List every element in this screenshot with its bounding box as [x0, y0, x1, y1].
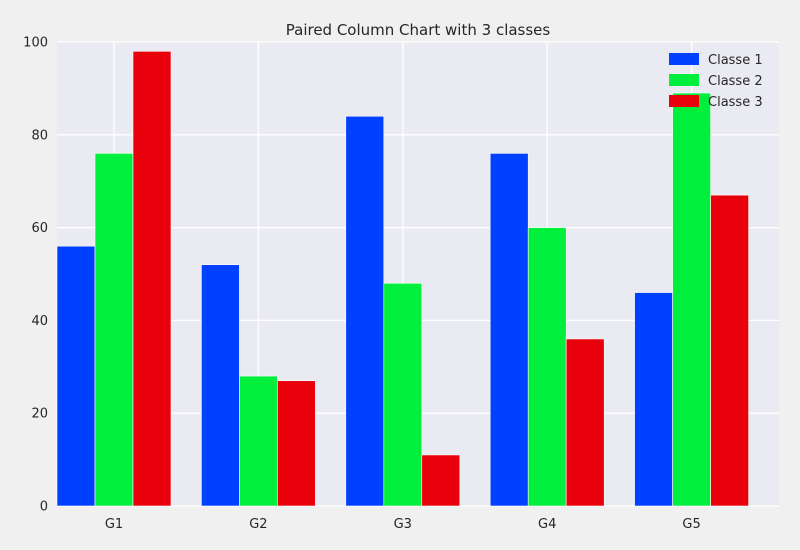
- y-tick-label: 20: [31, 407, 48, 422]
- legend-label: Classe 2: [708, 74, 763, 89]
- y-tick-label: 80: [31, 128, 48, 143]
- legend-swatch: [669, 74, 699, 86]
- legend: Classe 1 Classe 2 Classe 3: [669, 53, 763, 110]
- bar-classe-1-g1: [56, 245, 96, 507]
- x-tick-label: G4: [538, 517, 556, 532]
- bar-classe-2-g4: [527, 227, 567, 507]
- y-tick-label: 100: [23, 36, 48, 51]
- bars: [56, 50, 749, 507]
- bar-classe-1-g5: [634, 292, 673, 507]
- bar-classe-1-g3: [345, 115, 385, 507]
- legend-swatch: [669, 53, 699, 65]
- bar-classe-3-g2: [277, 380, 316, 507]
- x-tick-label: G3: [394, 517, 412, 532]
- bar-classe-2-g5: [672, 92, 711, 507]
- bar-classe-2-g1: [94, 153, 134, 507]
- bar-classe-1-g4: [489, 153, 529, 507]
- bar-classe-2-g3: [383, 282, 423, 507]
- legend-swatch: [669, 95, 699, 107]
- bar-classe-1-g2: [201, 264, 240, 507]
- legend-label: Classe 3: [708, 95, 763, 110]
- y-tick-label: 40: [31, 314, 48, 329]
- x-tick-label: G1: [105, 517, 123, 532]
- chart-title: Paired Column Chart with 3 classes: [286, 21, 551, 39]
- x-tick-label: G5: [682, 517, 700, 532]
- y-tick-label: 0: [40, 500, 48, 515]
- bar-classe-3-g4: [565, 338, 605, 507]
- bar-classe-3-g1: [132, 50, 172, 507]
- bar-classe-3-g3: [421, 454, 461, 507]
- legend-label: Classe 1: [708, 53, 763, 68]
- axes: 0 20 40 60 80 100 G1 G2 G3 G4 G5: [23, 36, 701, 533]
- y-tick-label: 60: [31, 221, 48, 236]
- bar-classe-3-g5: [710, 194, 749, 507]
- x-tick-label: G2: [249, 517, 267, 532]
- bar-classe-2-g2: [239, 375, 278, 507]
